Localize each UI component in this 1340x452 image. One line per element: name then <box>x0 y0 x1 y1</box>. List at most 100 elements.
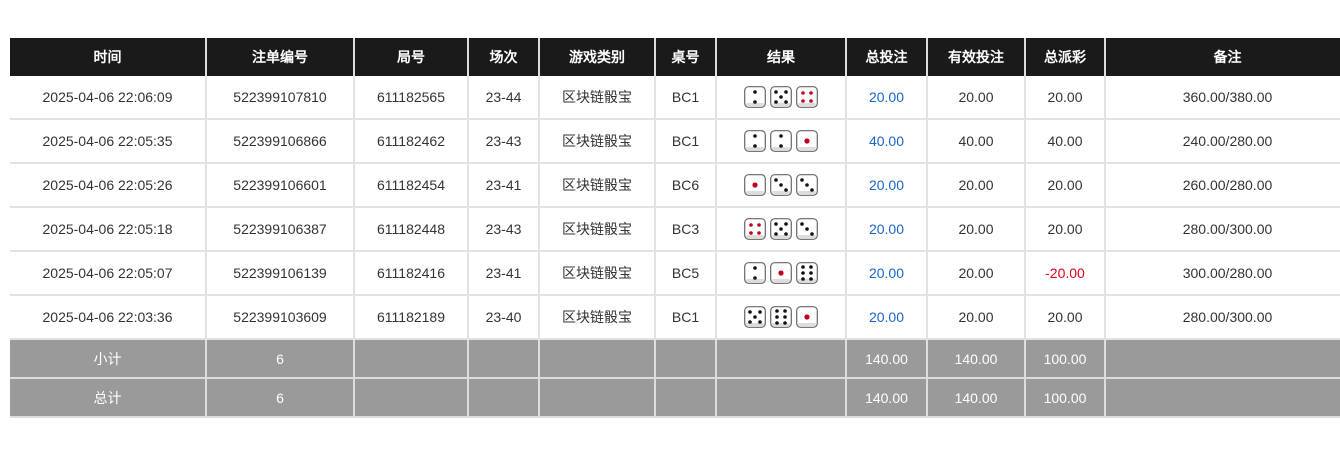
order-id-cell: 522399107810 <box>206 76 355 120</box>
round-cell: 611182416 <box>354 251 469 296</box>
game-type-cell: 区块链骰宝 <box>539 251 656 296</box>
dice-5-icon <box>770 218 792 240</box>
game-type-cell: 区块链骰宝 <box>539 119 656 164</box>
session-cell: 23-40 <box>468 295 540 340</box>
subtotal-label: 小计 <box>10 339 207 379</box>
column-header: 备注 <box>1105 38 1340 76</box>
note-cell: 280.00/300.00 <box>1105 207 1340 252</box>
session-cell: 23-43 <box>468 119 540 164</box>
table-row: 2025-04-06 22:05:26 522399106601 6111824… <box>10 163 1340 208</box>
total-bet-link[interactable]: 20.00 <box>846 295 928 340</box>
game-type-cell: 区块链骰宝 <box>539 76 656 120</box>
result-cell <box>716 163 847 208</box>
round-cell: 611182448 <box>354 207 469 252</box>
order-id-cell: 522399106866 <box>206 119 355 164</box>
time-cell: 2025-04-06 22:05:26 <box>10 163 207 208</box>
total-count: 6 <box>206 378 355 418</box>
time-cell: 2025-04-06 22:06:09 <box>10 76 207 120</box>
column-header: 场次 <box>468 38 540 76</box>
session-cell: 23-43 <box>468 207 540 252</box>
column-header: 总投注 <box>846 38 928 76</box>
table-header: 时间 注单编号 局号 场次 游戏类别 桌号 结果 总投注 有效投注 总派彩 备注 <box>10 38 1340 76</box>
note-cell: 260.00/280.00 <box>1105 163 1340 208</box>
column-header: 游戏类别 <box>539 38 656 76</box>
total-row: 总计 6 140.00 140.00 100.00 <box>10 378 1340 418</box>
dice-4-icon <box>744 218 766 240</box>
total-bet-link[interactable]: 20.00 <box>846 251 928 296</box>
payout-cell: 20.00 <box>1025 163 1106 208</box>
time-cell: 2025-04-06 22:03:36 <box>10 295 207 340</box>
table-row: 2025-04-06 22:05:07 522399106139 6111824… <box>10 251 1340 296</box>
dice-1-icon <box>796 130 818 152</box>
note-cell: 240.00/280.00 <box>1105 119 1340 164</box>
valid-bet-cell: 20.00 <box>927 207 1026 252</box>
table-row: 2025-04-06 22:05:18 522399106387 6111824… <box>10 207 1340 252</box>
table-id-cell: BC5 <box>655 251 717 296</box>
dice-2-icon <box>744 130 766 152</box>
result-cell <box>716 295 847 340</box>
column-header: 注单编号 <box>206 38 355 76</box>
payout-cell: 40.00 <box>1025 119 1106 164</box>
game-type-cell: 区块链骰宝 <box>539 163 656 208</box>
note-cell: 280.00/300.00 <box>1105 295 1340 340</box>
dice-4-icon <box>796 86 818 108</box>
valid-bet-cell: 20.00 <box>927 251 1026 296</box>
total-bet: 140.00 <box>846 378 928 418</box>
payout-cell: 20.00 <box>1025 295 1106 340</box>
result-cell <box>716 119 847 164</box>
game-type-cell: 区块链骰宝 <box>539 295 656 340</box>
order-id-cell: 522399106601 <box>206 163 355 208</box>
dice-3-icon <box>796 218 818 240</box>
round-cell: 611182462 <box>354 119 469 164</box>
dice-2-icon <box>744 262 766 284</box>
total-valid: 140.00 <box>927 378 1026 418</box>
payout-cell: -20.00 <box>1025 251 1106 296</box>
result-cell <box>716 207 847 252</box>
result-cell <box>716 76 847 120</box>
table-id-cell: BC1 <box>655 119 717 164</box>
column-header: 局号 <box>354 38 469 76</box>
dice-5-icon <box>744 306 766 328</box>
total-payout: 100.00 <box>1025 378 1106 418</box>
round-cell: 611182189 <box>354 295 469 340</box>
subtotal-bet: 140.00 <box>846 339 928 379</box>
valid-bet-cell: 20.00 <box>927 163 1026 208</box>
table-row: 2025-04-06 22:05:35 522399106866 6111824… <box>10 119 1340 164</box>
table-row: 2025-04-06 22:06:09 522399107810 6111825… <box>10 76 1340 120</box>
dice-2-icon <box>770 130 792 152</box>
time-cell: 2025-04-06 22:05:18 <box>10 207 207 252</box>
dice-1-icon <box>770 262 792 284</box>
dice-3-icon <box>770 174 792 196</box>
payout-cell: 20.00 <box>1025 76 1106 120</box>
round-cell: 611182565 <box>354 76 469 120</box>
game-type-cell: 区块链骰宝 <box>539 207 656 252</box>
dice-2-icon <box>744 86 766 108</box>
dice-1-icon <box>744 174 766 196</box>
dice-5-icon <box>770 86 792 108</box>
session-cell: 23-41 <box>468 251 540 296</box>
valid-bet-cell: 20.00 <box>927 76 1026 120</box>
order-id-cell: 522399106387 <box>206 207 355 252</box>
total-bet-link[interactable]: 20.00 <box>846 163 928 208</box>
dice-6-icon <box>770 306 792 328</box>
column-header: 总派彩 <box>1025 38 1106 76</box>
round-cell: 611182454 <box>354 163 469 208</box>
total-bet-link[interactable]: 20.00 <box>846 76 928 120</box>
table-id-cell: BC3 <box>655 207 717 252</box>
valid-bet-cell: 40.00 <box>927 119 1026 164</box>
time-cell: 2025-04-06 22:05:07 <box>10 251 207 296</box>
column-header: 结果 <box>716 38 847 76</box>
column-header: 时间 <box>10 38 207 76</box>
subtotal-count: 6 <box>206 339 355 379</box>
order-id-cell: 522399103609 <box>206 295 355 340</box>
time-cell: 2025-04-06 22:05:35 <box>10 119 207 164</box>
total-label: 总计 <box>10 378 207 418</box>
result-cell <box>716 251 847 296</box>
dice-6-icon <box>796 262 818 284</box>
table-row: 2025-04-06 22:03:36 522399103609 6111821… <box>10 295 1340 340</box>
total-bet-link[interactable]: 40.00 <box>846 119 928 164</box>
column-header: 桌号 <box>655 38 717 76</box>
total-bet-link[interactable]: 20.00 <box>846 207 928 252</box>
table-id-cell: BC1 <box>655 295 717 340</box>
valid-bet-cell: 20.00 <box>927 295 1026 340</box>
